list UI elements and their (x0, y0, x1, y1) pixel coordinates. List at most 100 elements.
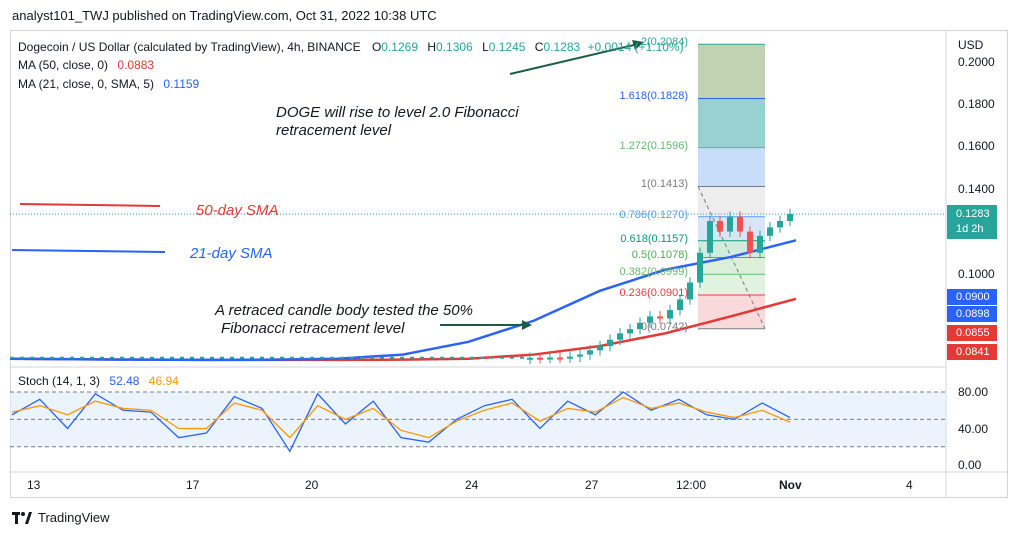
legend-main: Dogecoin / US Dollar (calculated by Trad… (18, 40, 684, 54)
candle (220, 356, 224, 359)
candle (240, 356, 244, 359)
tradingview-logo[interactable]: TradingView (12, 510, 110, 525)
fib-label-1: 1(0.1413) (640, 178, 688, 191)
candle (520, 356, 524, 359)
sma21-label: 21-day SMA (190, 245, 273, 262)
candle (380, 356, 384, 359)
candle (370, 356, 374, 359)
chart-frame (10, 30, 1008, 498)
legend-h-label: H (427, 40, 437, 54)
candle (360, 356, 364, 359)
price-tick-3: 0.1400 (958, 182, 995, 196)
fib-zone-0.382 (698, 274, 765, 295)
candle (340, 356, 344, 359)
candle (767, 227, 773, 236)
candle (110, 356, 114, 359)
sma50-label: 50-day SMA (196, 202, 279, 219)
legend-c-label: C (534, 40, 544, 54)
candle (587, 350, 593, 355)
legend-ma50-value: 0.0883 (117, 58, 155, 72)
candle (557, 357, 563, 360)
legend-open: 0.1269 (381, 40, 418, 54)
fib-label-0.382: 0.382(0.0999) (619, 266, 689, 279)
time-tick-2: 20 (305, 478, 319, 492)
candle (30, 356, 34, 359)
doge-annotation: DOGE will rise to level 2.0 Fibonacci re… (276, 104, 519, 140)
stoch-tick-0: 80.00 (958, 385, 989, 399)
retrace-arrowhead (522, 320, 532, 330)
fib-label-0.786: 0.786(0.1270) (619, 208, 689, 221)
candle (60, 356, 64, 359)
candle (440, 356, 444, 359)
candle (627, 329, 633, 334)
candle (290, 356, 294, 359)
candle (617, 333, 623, 340)
candle (757, 235, 763, 253)
candle (547, 357, 553, 360)
legend-stoch-d: 46.94 (148, 374, 179, 388)
price-tick-0: 0.2000 (958, 55, 995, 69)
candle (567, 356, 573, 359)
fib-label-0.236: 0.236(0.0901) (619, 286, 689, 299)
candle (667, 310, 673, 319)
candle (40, 356, 44, 359)
time-tick-6: Nov (779, 478, 802, 492)
candle (677, 299, 683, 311)
candle (777, 221, 783, 228)
legend-ma21: MA (21, close, 0, SMA, 5) 0.1159 (18, 77, 199, 91)
candle (100, 356, 104, 359)
candle (310, 356, 314, 359)
candle (320, 356, 324, 359)
sma50-legend-line (19, 203, 161, 207)
candle (697, 252, 703, 283)
candle (657, 316, 663, 319)
legend-high: 0.1306 (436, 40, 473, 54)
legend-o-label: O (371, 40, 382, 54)
legend-stoch-label: Stoch (14, 1, 3) (18, 374, 101, 388)
doge-arrowhead (632, 40, 644, 50)
candle (420, 356, 424, 359)
candle (597, 346, 603, 351)
fib-zone-2 (698, 44, 765, 99)
ma21-line (9, 239, 797, 362)
time-tick-4: 27 (585, 478, 599, 492)
fib-label-0.5: 0.5(0.1078) (631, 249, 688, 262)
retrace-annotation-line1: A retraced candle body tested the 50% (215, 302, 473, 319)
candle (140, 356, 144, 359)
candle (20, 356, 24, 359)
candle (470, 356, 474, 359)
candle (210, 356, 214, 359)
candle (450, 356, 454, 359)
candle (350, 356, 354, 359)
fib-label-1.272: 1.272(0.1596) (619, 139, 689, 152)
price-tag-2: 0.0855 (947, 325, 997, 341)
legend-close: 0.1283 (543, 40, 581, 54)
candle (250, 356, 254, 359)
candle (150, 356, 154, 359)
price-tag-1: 0.0898 (947, 306, 997, 322)
legend-stoch: Stoch (14, 1, 3) 52.48 46.94 (18, 374, 179, 388)
candle (537, 357, 543, 360)
current-price-tag: 0.1283 1d 2h (947, 205, 997, 239)
time-tick-3: 24 (465, 478, 479, 492)
price-tick-2: 0.1600 (958, 139, 995, 153)
time-tick-0: 13 (27, 478, 41, 492)
candle (130, 356, 134, 359)
legend-ma50-label: MA (50, close, 0) (18, 58, 109, 72)
fib-zone-0.236 (698, 294, 765, 329)
candle (460, 356, 464, 359)
candle (510, 356, 514, 359)
doge-annotation-line2: retracement level (276, 122, 392, 139)
candle-countdown: 1d 2h (956, 223, 984, 235)
doge-arrow (509, 43, 639, 75)
candle (10, 356, 14, 359)
candle (180, 356, 184, 359)
candle (727, 216, 733, 232)
time-tick-5: 12:00 (676, 478, 707, 492)
candle (647, 316, 653, 323)
retrace-annotation-line2: Fibonacci retracement level (221, 320, 405, 337)
candle (637, 322, 643, 330)
time-tick-7: 4 (906, 478, 913, 492)
candle (490, 356, 494, 359)
